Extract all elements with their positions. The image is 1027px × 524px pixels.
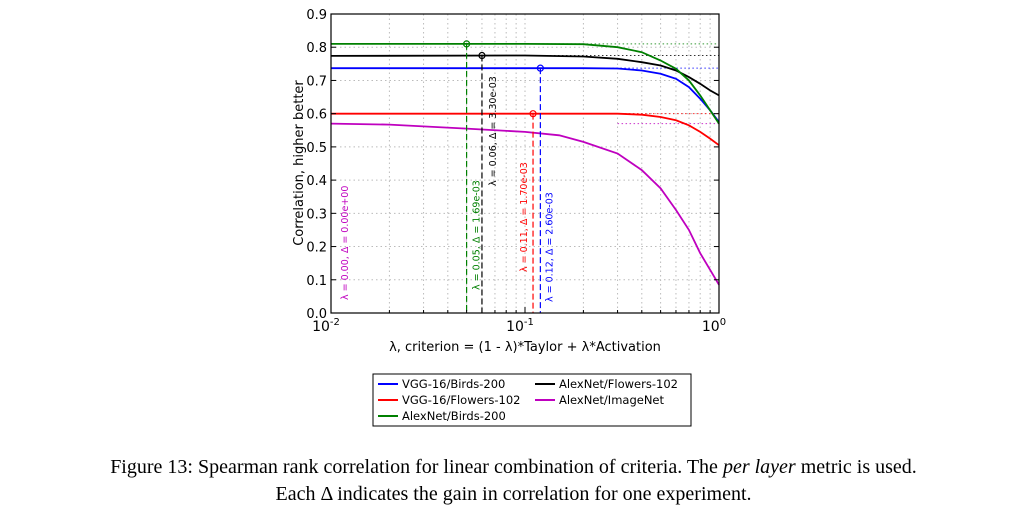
y-tick-label: 0.5 <box>306 141 327 156</box>
series-line-alexnet-birds-200 <box>331 43 720 125</box>
legend-entry: VGG-16/Birds-200 <box>402 377 505 391</box>
x-tick-label: 10-2 <box>312 317 340 335</box>
legend-entry: VGG-16/Flowers-102 <box>402 393 521 407</box>
y-tick-label: 0.6 <box>306 108 327 123</box>
annotation-label: λ = 0.00, Δ = 0.00e+00 <box>340 186 351 300</box>
legend: VGG-16/Birds-200 AlexNet/Flowers-102 VGG-1… <box>372 373 692 427</box>
best-point-marker <box>463 40 471 48</box>
series-line-vgg-16-birds-200 <box>331 67 720 123</box>
annotation-label: λ = 0.06, Δ = 3.30e-03 <box>488 76 499 186</box>
figure-caption-line1: Figure 13: Spearman rank correlation for… <box>110 456 917 478</box>
y-tick-label: 0.3 <box>306 207 327 222</box>
y-axis-label: Correlation, higher better <box>292 80 307 246</box>
annotations: λ = 0.12, Δ = 2.60e-03 λ = 0.06, Δ = 3.30… <box>340 40 555 313</box>
legend-entry: AlexNet/ImageNet <box>559 393 664 407</box>
x-tick-label: 10-1 <box>506 317 534 335</box>
x-tick-label: 100 <box>702 317 726 335</box>
series-line-vgg-16-flowers-102 <box>331 112 720 146</box>
y-tick-label: 0.9 <box>306 8 327 23</box>
series-line-alexnet-flowers-102 <box>330 54 720 97</box>
best-point-marker <box>529 110 537 118</box>
series-line-alexnet-imagenet <box>330 122 720 286</box>
y-tick-label: 0.7 <box>306 74 327 89</box>
y-tick-label: 0.2 <box>306 241 327 256</box>
y-tick-label: 0.0 <box>306 307 327 322</box>
axis-ticks: 0.0 0.1 0.2 0.3 0.4 0.5 0.6 0.7 0.8 0.9 10-2 10-1 10… <box>306 8 726 335</box>
correlation-chart: λ = 0.12, Δ = 2.60e-03 λ = 0.06, Δ = 3.30… <box>292 8 726 427</box>
y-tick-label: 0.8 <box>306 41 327 56</box>
annotation-label: λ = 0.05, Δ = 1.69e-03 <box>472 180 483 290</box>
y-tick-label: 0.4 <box>306 174 327 189</box>
legend-entry: AlexNet/Birds-200 <box>402 409 506 423</box>
figure-caption-line2: Each Δ indicates the gain in correlation… <box>275 483 752 505</box>
best-point-marker <box>536 64 544 72</box>
legend-box <box>372 373 692 427</box>
y-tick-label: 0.1 <box>306 274 327 289</box>
legend-entry: AlexNet/Flowers-102 <box>559 377 678 391</box>
series-lines <box>330 43 720 286</box>
annotation-label: λ = 0.12, Δ = 2.60e-03 <box>544 192 555 302</box>
annotation-label: λ = 0.11, Δ = 1.70e-03 <box>519 162 530 272</box>
x-axis-label: λ, criterion = (1 - λ)*Taylor + λ*Activa… <box>389 340 661 355</box>
best-point-marker <box>478 51 486 60</box>
